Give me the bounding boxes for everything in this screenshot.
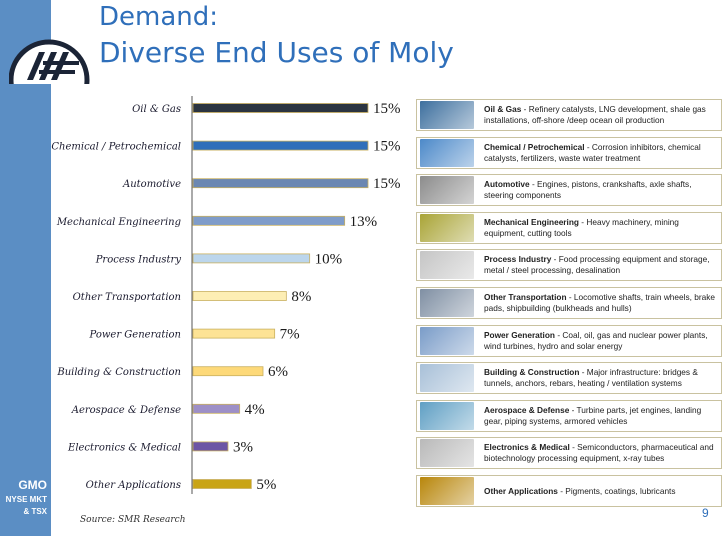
- end-use-description-box: Other Applications - Pigments, coatings,…: [416, 475, 722, 507]
- end-use-photo-icon: [420, 138, 474, 167]
- end-use-description-box: Electronics & Medical - Semiconductors, …: [416, 437, 722, 470]
- value-label: 15%: [373, 101, 401, 117]
- category-label: Oil & Gas: [132, 104, 181, 115]
- end-use-photo-icon: [420, 364, 474, 393]
- value-label: 3%: [233, 439, 253, 455]
- category-label: Automotive: [122, 179, 181, 190]
- page-title-line-1: Demand:: [99, 2, 219, 32]
- left-accent-bar: [0, 0, 51, 536]
- end-use-name: Electronics & Medical: [484, 442, 570, 453]
- end-use-description-box: Oil & Gas - Refinery catalysts, LNG deve…: [416, 99, 722, 131]
- category-label: Other Applications: [86, 480, 181, 491]
- category-label: Process Industry: [95, 254, 182, 265]
- end-use-name: Chemical / Petrochemical: [484, 141, 585, 152]
- end-use-photo-icon: [420, 289, 474, 317]
- bar: [192, 366, 264, 377]
- end-use-photo-icon: [420, 326, 474, 355]
- end-use-name: Other Applications: [484, 485, 558, 496]
- end-use-detail: - Heavy machinery, mining equipment, cut…: [484, 216, 679, 238]
- end-use-description: Aerospace & Defense - Turbine parts, jet…: [484, 405, 720, 427]
- bar: [192, 479, 252, 489]
- end-use-detail: - Pigments, coatings, lubricants: [557, 485, 676, 496]
- end-use-description: Other Transportation - Locomotive shafts…: [484, 292, 720, 314]
- end-use-name: Oil & Gas: [484, 104, 522, 114]
- end-use-photo-icon: [420, 213, 474, 242]
- bar: [192, 441, 229, 452]
- end-use-name: Mechanical Engineering: [484, 216, 579, 227]
- end-use-description: Building & Construction - Major infrastr…: [484, 367, 720, 389]
- page-title-line-2: Diverse End Uses of Moly: [99, 36, 454, 69]
- ticker-exchange-line-2: & TSX: [23, 507, 47, 516]
- value-label: 7%: [280, 327, 300, 343]
- end-use-photo-icon: [420, 477, 474, 505]
- demand-bar-chart: Oil & Gas 15% Chemical / Petrochemical 15% A…: [51, 92, 411, 502]
- value-label: 8%: [291, 289, 311, 305]
- end-use-name: Building & Construction: [484, 367, 580, 378]
- end-use-name: Process Industry: [484, 254, 552, 265]
- end-use-detail: - Refinery catalysts, LNG development, s…: [484, 104, 706, 125]
- end-use-photo-icon: [420, 401, 474, 430]
- end-use-detail: - Semiconductors, pharmaceutical and bio…: [484, 442, 714, 464]
- end-use-detail: - Corrosion inhibitors, chemical catalys…: [484, 141, 701, 163]
- ticker-exchange-line: NYSE MKT: [5, 495, 47, 504]
- source-note: Source: SMR Research: [80, 515, 186, 525]
- page-number: 9: [702, 506, 709, 520]
- end-use-description-box: Process Industry - Food processing equip…: [416, 249, 722, 282]
- bar: [192, 253, 311, 264]
- company-logo: [9, 39, 90, 84]
- end-use-detail: - Locomotive shafts, train wheels, brake…: [484, 292, 716, 313]
- end-use-description-box: Automotive - Engines, pistons, crankshaf…: [416, 174, 722, 207]
- end-use-photo-icon: [420, 101, 474, 129]
- end-use-description: Electronics & Medical - Semiconductors, …: [484, 442, 720, 464]
- end-use-description: Chemical / Petrochemical - Corrosion inh…: [484, 142, 720, 164]
- end-use-name: Aerospace & Defense: [484, 404, 570, 415]
- end-use-detail: - Coal, oil, gas and nuclear power plant…: [484, 329, 708, 351]
- end-use-name: Automotive: [484, 179, 530, 190]
- end-use-photo-icon: [420, 176, 474, 205]
- end-use-description: Process Industry - Food processing equip…: [484, 254, 720, 276]
- bar-chart-svg: Oil & Gas 15% Chemical / Petrochemical 15% A…: [51, 96, 401, 494]
- category-label: Mechanical Engineering: [56, 217, 181, 228]
- value-label: 13%: [350, 214, 378, 230]
- end-use-description: Oil & Gas - Refinery catalysts, LNG deve…: [484, 104, 720, 126]
- category-label: Electronics & Medical: [67, 442, 181, 453]
- bar: [192, 403, 241, 414]
- category-label: Aerospace & Defense: [71, 405, 181, 416]
- end-use-description-box: Aerospace & Defense - Turbine parts, jet…: [416, 399, 722, 432]
- ticker-symbol: GMO: [18, 478, 47, 492]
- bar: [192, 215, 346, 226]
- bar: [192, 291, 287, 301]
- category-label: Chemical / Petrochemical: [51, 142, 181, 153]
- end-use-detail: - Major infrastructure: bridges & tunnel…: [484, 367, 698, 389]
- end-use-description-box: Power Generation - Coal, oil, gas and nu…: [416, 324, 722, 357]
- bar: [192, 103, 369, 113]
- end-use-name: Other Transportation: [484, 292, 567, 302]
- category-label: Building & Construction: [56, 367, 181, 378]
- end-use-photo-icon: [420, 439, 474, 468]
- bar: [192, 178, 369, 189]
- end-use-description-box: Building & Construction - Major infrastr…: [416, 362, 722, 395]
- end-use-description: Other Applications - Pigments, coatings,…: [484, 486, 720, 497]
- bar: [192, 140, 369, 151]
- value-label: 15%: [373, 139, 401, 155]
- end-use-detail: - Food processing equipment and storage,…: [484, 254, 710, 276]
- end-use-description: Power Generation - Coal, oil, gas and nu…: [484, 330, 720, 352]
- value-label: 4%: [245, 402, 265, 418]
- end-use-description-box: Other Transportation - Locomotive shafts…: [416, 287, 722, 319]
- category-label: Power Generation: [89, 330, 181, 341]
- end-use-name: Power Generation: [484, 329, 556, 340]
- value-label: 15%: [373, 176, 401, 192]
- end-use-description-box: Chemical / Petrochemical - Corrosion inh…: [416, 136, 722, 169]
- end-use-description-box: Mechanical Engineering - Heavy machinery…: [416, 211, 722, 244]
- end-use-description: Mechanical Engineering - Heavy machinery…: [484, 217, 720, 239]
- end-use-photo-icon: [420, 251, 474, 280]
- end-use-detail: - Turbine parts, jet engines, landing ge…: [484, 404, 702, 426]
- end-use-description: Automotive - Engines, pistons, crankshaf…: [484, 179, 720, 201]
- value-label: 5%: [256, 477, 276, 493]
- category-label: Other Transportation: [73, 292, 181, 303]
- value-label: 10%: [315, 251, 343, 267]
- end-use-detail: - Engines, pistons, crankshafts, axle sh…: [484, 179, 692, 201]
- bar: [192, 328, 276, 339]
- value-label: 6%: [268, 364, 288, 380]
